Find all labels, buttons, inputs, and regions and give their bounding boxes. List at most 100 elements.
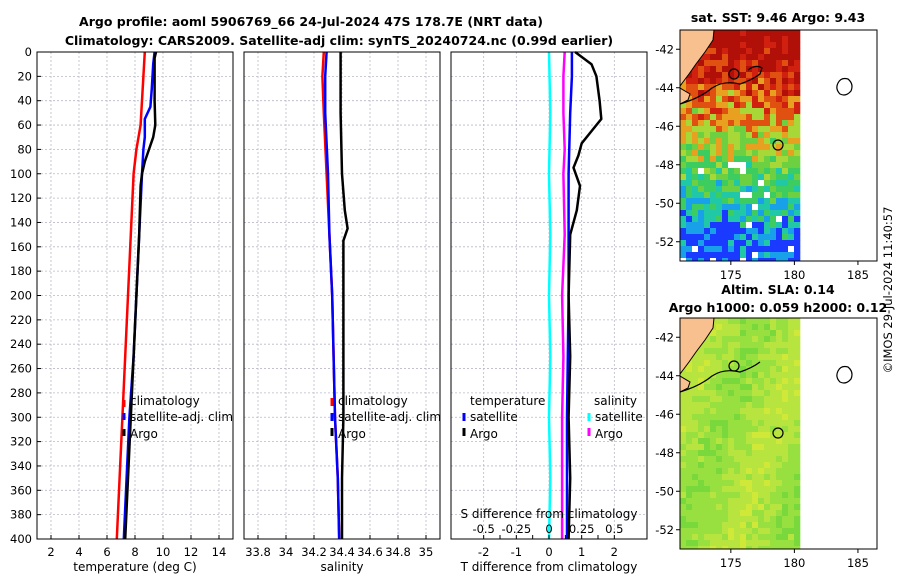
- map-cell: [758, 174, 765, 181]
- map-cell: [698, 210, 705, 217]
- map-cell: [782, 450, 789, 457]
- map-cell: [746, 78, 753, 85]
- map-cell: [794, 402, 801, 409]
- map-cell: [788, 96, 795, 103]
- map-cell: [740, 450, 747, 457]
- map-cell: [692, 204, 699, 211]
- map-cell: [734, 198, 741, 205]
- map-cell: [734, 528, 741, 535]
- map-cell: [746, 384, 753, 391]
- map-cell: [722, 192, 729, 199]
- map-cell: [728, 324, 735, 331]
- map-cell: [734, 102, 741, 109]
- map-cell: [692, 174, 699, 181]
- map-cell: [680, 228, 687, 235]
- map-cell: [764, 66, 771, 73]
- map-y-tick-label: -46: [655, 119, 674, 133]
- map-cell: [692, 156, 699, 163]
- map-cell: [746, 246, 753, 253]
- map-cell: [710, 384, 717, 391]
- map-cell: [734, 540, 741, 547]
- map-cell: [794, 258, 801, 261]
- map-cell: [722, 90, 729, 97]
- map-cell: [770, 48, 777, 55]
- map-cell: [758, 498, 765, 505]
- map-cell: [788, 144, 795, 151]
- map-cell: [680, 246, 687, 253]
- map-cell: [746, 162, 753, 169]
- map-cell: [722, 156, 729, 163]
- legend-label-t-argo: Argo: [470, 427, 498, 441]
- map-cell: [710, 216, 717, 223]
- map-cell: [794, 246, 801, 253]
- map-cell: [758, 144, 765, 151]
- map-cell: [734, 504, 741, 511]
- map-cell: [716, 90, 723, 97]
- map-cell: [758, 474, 765, 481]
- map-cell: [788, 486, 795, 493]
- map-cell: [716, 396, 723, 403]
- map-cell: [764, 474, 771, 481]
- map-cell: [686, 360, 693, 367]
- map-cell: [728, 534, 735, 541]
- map-cell: [728, 330, 735, 337]
- map-cell: [704, 426, 711, 433]
- map-cell: [752, 408, 759, 415]
- map-cell: [746, 102, 753, 109]
- map-cell: [782, 84, 789, 91]
- map-cell: [770, 198, 777, 205]
- map-cell: [740, 426, 747, 433]
- map-cell: [722, 240, 729, 247]
- map-cell: [776, 234, 783, 241]
- map-cell: [692, 72, 699, 79]
- map-cell: [722, 360, 729, 367]
- map-cell: [710, 114, 717, 121]
- map-cell: [698, 432, 705, 439]
- map-cell: [746, 222, 752, 228]
- map-cell: [716, 390, 723, 397]
- map-cell: [764, 150, 771, 157]
- map-cell: [770, 66, 777, 73]
- map-cell: [686, 168, 693, 175]
- y-tick-label: 40: [17, 94, 32, 108]
- map-cell: [788, 468, 795, 475]
- map-cell: [740, 522, 747, 529]
- map-cell: [776, 66, 783, 73]
- map-cell: [680, 516, 687, 523]
- map-cell: [788, 252, 795, 259]
- map-cell: [758, 234, 765, 241]
- map-cell: [734, 42, 741, 49]
- map-cell: [716, 336, 723, 343]
- map-cell: [698, 492, 705, 499]
- s-tick-label: 0: [545, 522, 552, 536]
- map-cell: [770, 114, 777, 121]
- map-cell: [734, 342, 741, 349]
- map-cell: [746, 144, 753, 151]
- map-cell: [782, 48, 789, 55]
- map-cell: [686, 510, 693, 517]
- map-cell: [764, 360, 771, 367]
- map-cell: [764, 546, 771, 549]
- map-cell: [722, 348, 729, 355]
- sla-map-subtitle: Argo h1000: 0.059 h2000: 0.12: [669, 300, 888, 315]
- map-cell: [722, 96, 729, 103]
- map-cell: [734, 60, 741, 67]
- map-cell: [788, 204, 795, 211]
- map-cell: [734, 546, 741, 549]
- map-cell: [692, 498, 699, 505]
- map-cell: [746, 258, 753, 261]
- sst-eddy-contour: [728, 68, 740, 80]
- map-cell: [782, 342, 789, 349]
- map-cell: [770, 522, 777, 529]
- x-tick-label: 4: [75, 545, 82, 559]
- map-cell: [692, 162, 699, 169]
- map-cell: [776, 174, 783, 181]
- map-cell: [710, 366, 717, 373]
- map-cell: [686, 204, 693, 211]
- map-cell: [740, 360, 747, 367]
- map-cell: [680, 528, 687, 535]
- map-cell: [686, 180, 693, 187]
- map-cell: [746, 114, 753, 121]
- map-cell: [758, 540, 765, 547]
- map-cell: [770, 108, 777, 115]
